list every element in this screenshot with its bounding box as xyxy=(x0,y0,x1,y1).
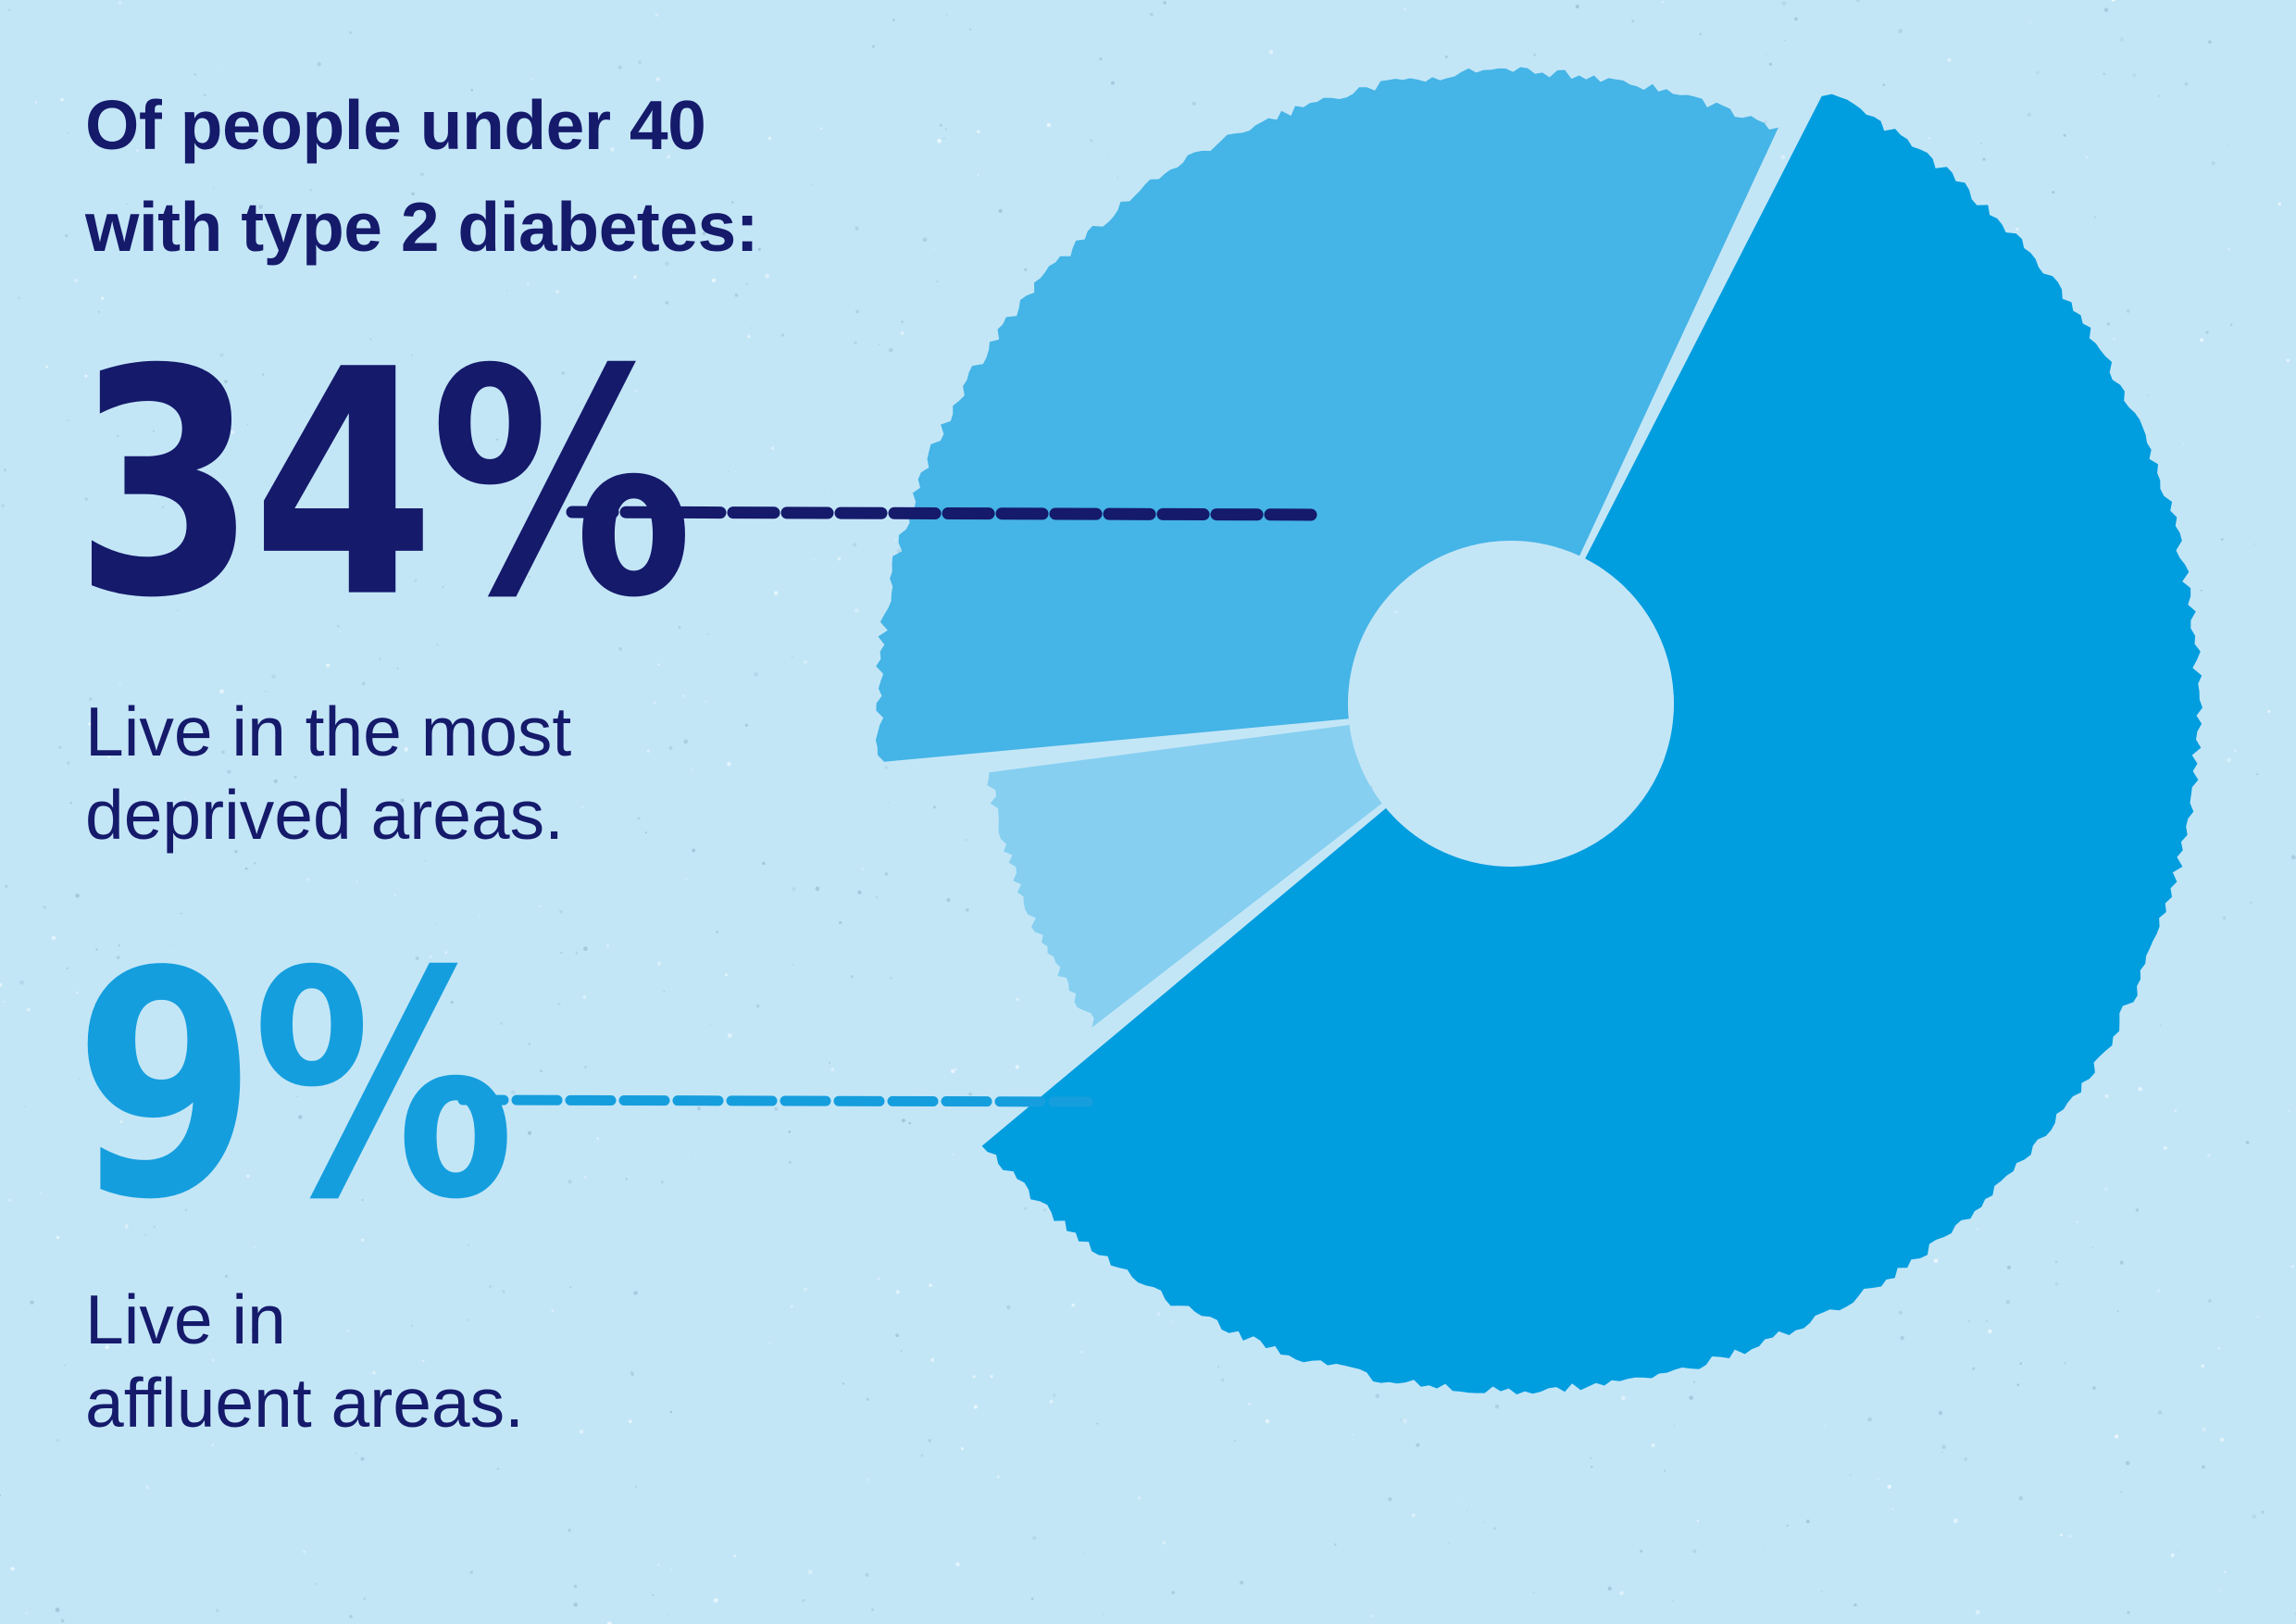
donut-hole xyxy=(1376,568,1646,839)
deprived-description: Live in the most deprived areas. xyxy=(85,690,571,856)
affluent-leader-line xyxy=(457,1094,1093,1107)
slice-affluent xyxy=(987,725,1382,1028)
deprived-description-line-2: deprived areas. xyxy=(85,776,564,854)
chart-title-line-1: Of people under 40 xyxy=(85,86,706,164)
affluent-description-line-1: Live in xyxy=(85,1280,286,1358)
deprived-percentage-label: 34% xyxy=(74,303,693,667)
deprived-description-line-1: Live in the most xyxy=(85,693,572,770)
affluent-description: Live in affluent areas. xyxy=(85,1278,524,1444)
affluent-description-line-2: affluent areas. xyxy=(85,1364,524,1442)
deprived-leader-line xyxy=(566,506,1326,521)
affluent-percentage-label: 9% xyxy=(74,905,516,1268)
slice-main xyxy=(981,94,2202,1395)
slice-deprived xyxy=(875,67,1778,762)
chart-title: Of people under 40 with type 2 diabetes: xyxy=(85,74,759,278)
chart-title-line-2: with type 2 diabetes: xyxy=(85,188,759,266)
